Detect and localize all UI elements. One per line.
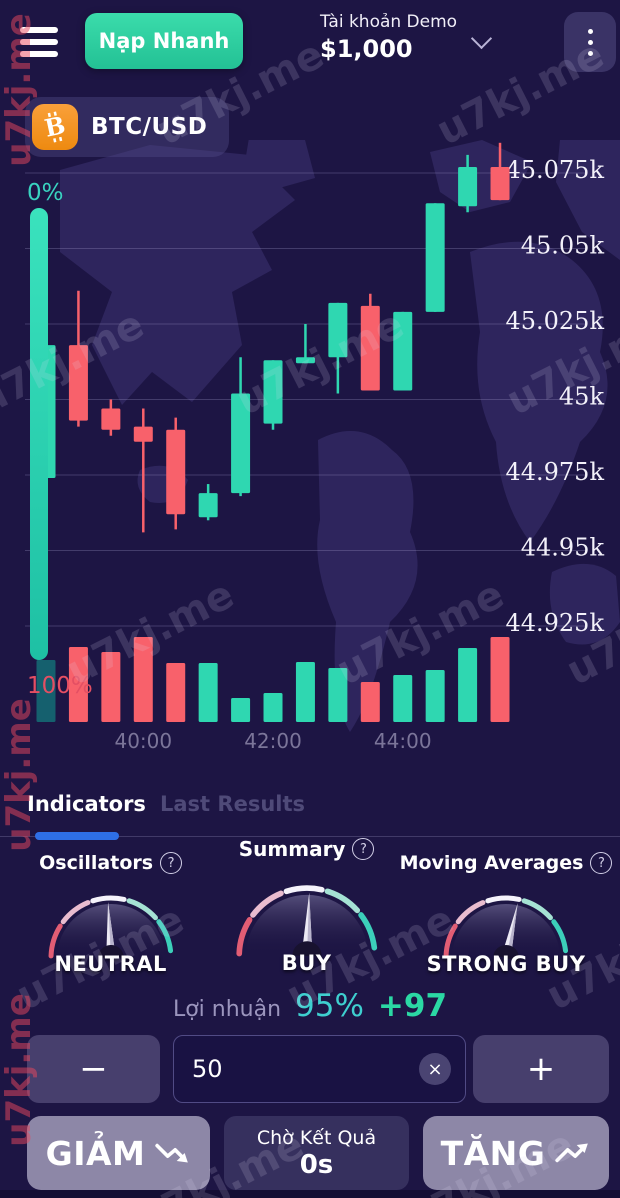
amount-row: − × +	[0, 1035, 620, 1103]
help-icon[interactable]: ?	[590, 852, 613, 874]
gauge-dial	[235, 885, 377, 957]
amount-input[interactable]	[174, 1055, 419, 1083]
more-options-button[interactable]	[564, 12, 616, 72]
gauge-title: Summary	[238, 837, 346, 861]
svg-text:45k: 45k	[559, 383, 605, 411]
gauge-value: NEUTRAL	[54, 952, 167, 976]
sell-down-label: GIẢM	[45, 1133, 146, 1173]
countdown-value: 0s	[299, 1149, 334, 1180]
gauge-dial	[48, 895, 173, 959]
amount-field: ×	[173, 1035, 466, 1103]
tab-last-results[interactable]: Last Results	[160, 792, 306, 816]
gauge-title: Oscillators	[39, 852, 154, 874]
buy-up-button[interactable]: TĂNG	[423, 1116, 609, 1190]
profit-row: Lợi nhuận 95% +97	[0, 988, 620, 1024]
buy-up-label: TĂNG	[440, 1133, 546, 1173]
gauge-title: Moving Averages	[399, 852, 584, 874]
svg-text:45.025k: 45.025k	[505, 307, 604, 335]
gauge-dial	[443, 895, 569, 961]
svg-text:45.05k: 45.05k	[521, 232, 605, 260]
bitcoin-icon: B	[32, 104, 78, 150]
svg-text:45.075k: 45.075k	[505, 156, 604, 184]
gauge-summary: Summary ? BUY	[205, 837, 408, 976]
account-balance: $1,000	[320, 35, 413, 63]
pair-selector[interactable]: B BTC/USD	[25, 97, 230, 157]
gauge-value: BUY	[281, 951, 332, 975]
price-chart[interactable]: 45.075k 45.05k 45.025k 45k 44.975k 44.95k 44.9…	[0, 140, 620, 760]
deposit-button[interactable]: Nạp Nhanh	[85, 13, 243, 69]
decrease-amount-button[interactable]: −	[27, 1035, 160, 1103]
indicator-gauges: Oscillators ? NEUTRAL Summary ? BUY Movi…	[0, 837, 620, 976]
profit-percent: 95%	[295, 988, 364, 1024]
sell-down-button[interactable]: GIẢM	[27, 1116, 210, 1190]
trend-up-icon	[555, 1143, 589, 1163]
svg-text:100%: 100%	[27, 673, 93, 699]
trend-down-icon	[155, 1143, 189, 1163]
svg-text:44.95k: 44.95k	[521, 534, 605, 562]
menu-icon[interactable]	[20, 27, 58, 57]
bottom-edge	[0, 1190, 620, 1198]
profit-label: Lợi nhuận	[172, 997, 282, 1022]
svg-text:42:00: 42:00	[244, 729, 302, 753]
countdown-label: Chờ Kết Quả	[256, 1126, 377, 1149]
chart-canvas: 45.075k 45.05k 45.025k 45k 44.975k 44.95k 44.9…	[25, 140, 620, 753]
increase-amount-button[interactable]: +	[473, 1035, 609, 1103]
trade-actions: GIẢM Chờ Kết Quả 0s TĂNG	[0, 1116, 620, 1190]
gauge-value: STRONG BUY	[426, 952, 586, 976]
pair-label: BTC/USD	[91, 114, 208, 140]
clear-amount-button[interactable]: ×	[419, 1053, 451, 1085]
active-tab-indicator	[35, 832, 119, 840]
result-countdown: Chờ Kết Quả 0s	[224, 1116, 409, 1190]
svg-text:40:00: 40:00	[114, 729, 172, 753]
gauge-oscillators: Oscillators ? NEUTRAL	[16, 852, 205, 976]
gauge-moving-averages: Moving Averages ? STRONG BUY	[400, 852, 613, 976]
profit-bonus: +97	[377, 988, 448, 1024]
tab-bar: Indicators Last Results	[0, 792, 620, 848]
chevron-down-icon[interactable]	[470, 27, 493, 50]
svg-text:44.975k: 44.975k	[505, 458, 604, 486]
tab-divider	[0, 836, 620, 837]
help-icon[interactable]: ?	[352, 838, 375, 860]
svg-text:0%: 0%	[27, 180, 64, 206]
account-selector[interactable]: Tài khoản Demo $1,000	[320, 12, 457, 63]
tab-indicators[interactable]: Indicators	[27, 792, 146, 816]
help-icon[interactable]: ?	[160, 852, 183, 874]
svg-text:44.925k: 44.925k	[505, 609, 604, 637]
svg-text:44:00: 44:00	[374, 729, 432, 753]
account-label: Tài khoản Demo	[320, 12, 458, 32]
